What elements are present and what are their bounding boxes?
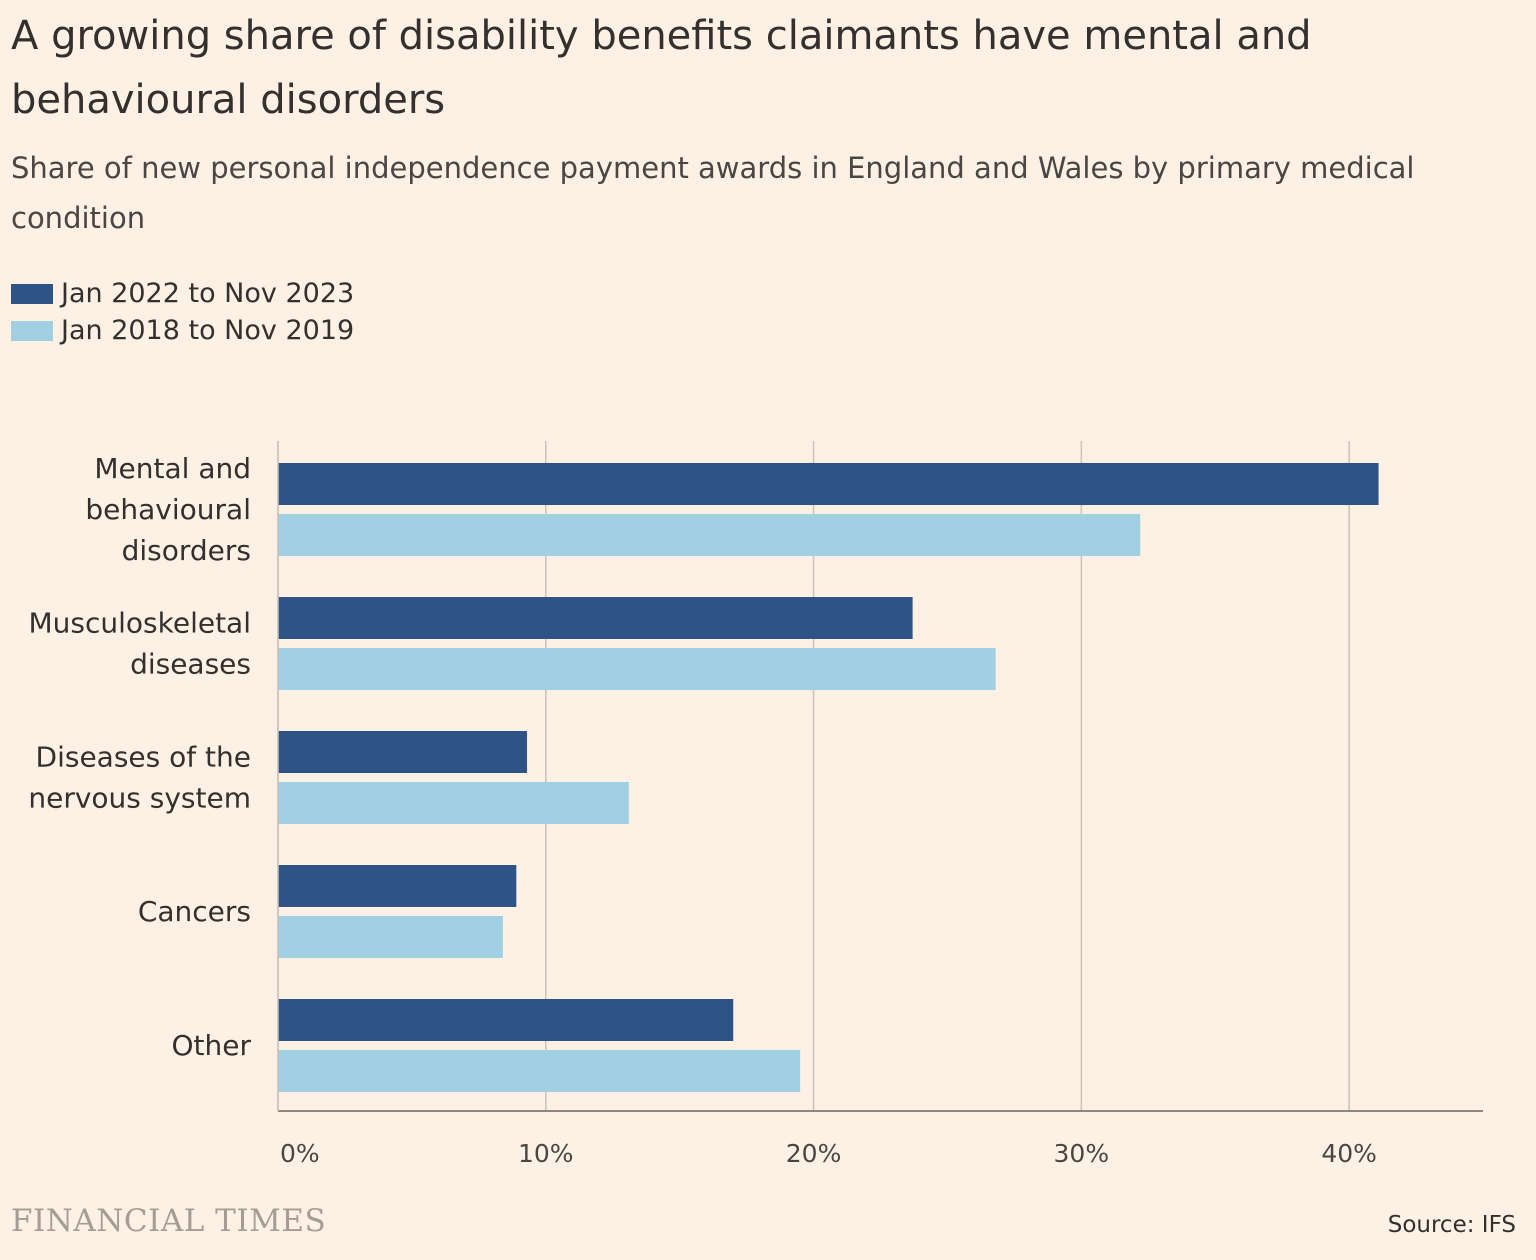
bar-2018-2019 — [278, 648, 996, 690]
legend-swatch — [11, 320, 53, 341]
legend-item-1: Jan 2018 to Nov 2019 — [11, 315, 354, 346]
ft-logo: FINANCIAL TIMES — [11, 1203, 327, 1239]
legend-item-0: Jan 2022 to Nov 2023 — [11, 278, 354, 309]
bar-2018-2019 — [278, 514, 1141, 556]
category-label: disorders — [122, 534, 251, 567]
category-label: nervous system — [28, 782, 251, 815]
category-label: Other — [171, 1029, 251, 1062]
chart-subtitle: Share of new personal independence payme… — [11, 151, 1415, 235]
bar-2018-2019 — [278, 782, 629, 824]
chart-title: A growing share of disability benefits c… — [11, 13, 1312, 123]
x-tick-label: 10% — [518, 1139, 574, 1168]
x-tick-label: 0% — [280, 1139, 320, 1168]
category-label: Mental and — [94, 452, 251, 485]
legend-swatch — [11, 283, 53, 304]
category-label: behavioural — [85, 493, 251, 526]
bar-2018-2019 — [278, 916, 503, 958]
source-note: Source: IFS — [1387, 1212, 1516, 1238]
x-tick-label: 20% — [786, 1139, 842, 1168]
bar-2022-2023 — [278, 597, 913, 639]
bar-2022-2023 — [278, 463, 1379, 505]
bar-2022-2023 — [278, 999, 734, 1041]
category-label: Musculoskeletal — [29, 607, 252, 640]
category-label: Cancers — [138, 895, 251, 928]
bar-2018-2019 — [278, 1050, 801, 1092]
x-tick-label: 40% — [1321, 1139, 1377, 1168]
legend-label: Jan 2022 to Nov 2023 — [61, 278, 355, 309]
x-tick-label: 30% — [1054, 1139, 1110, 1168]
bar-2022-2023 — [278, 731, 528, 773]
legend-label: Jan 2018 to Nov 2019 — [61, 315, 355, 346]
bar-2022-2023 — [278, 865, 517, 907]
category-label: Diseases of the — [36, 741, 251, 774]
category-label: diseases — [130, 648, 251, 681]
